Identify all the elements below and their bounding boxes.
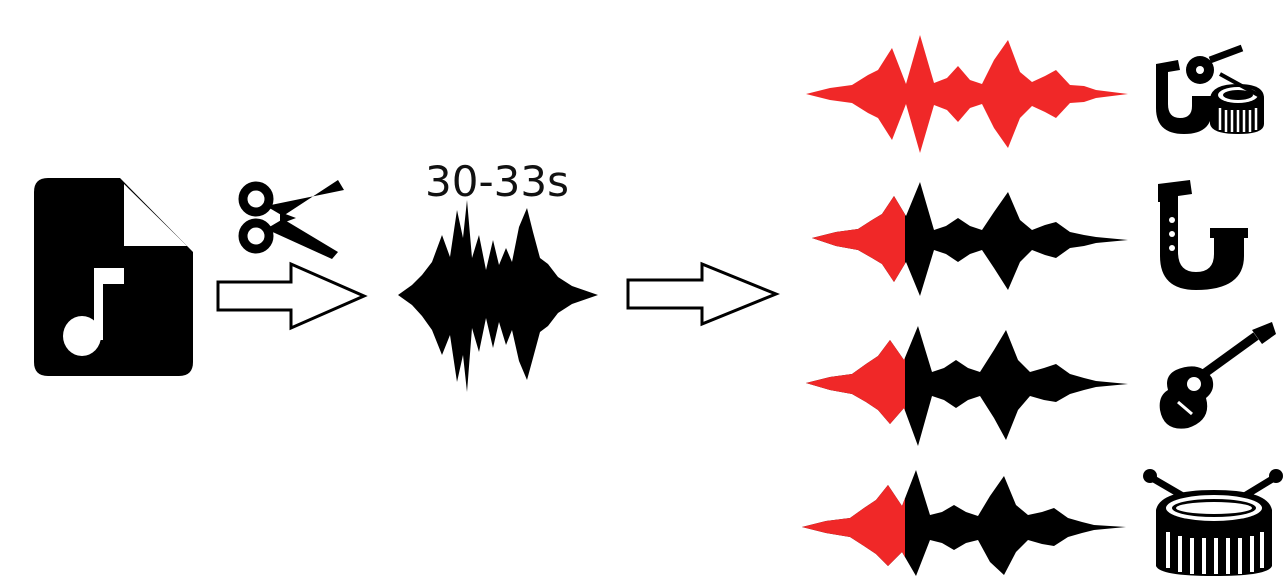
- audio-file-icon: [34, 178, 193, 376]
- saxophone-icon: [1158, 180, 1248, 290]
- drum-icon: [1143, 469, 1283, 576]
- scissors-icon: [238, 180, 344, 259]
- track-guitar-waveform: [806, 326, 1128, 446]
- arrow-2-icon: [626, 261, 780, 327]
- arrow-1-icon: [216, 261, 368, 331]
- track-saxophone-waveform: [812, 182, 1128, 296]
- guitar-icon: [1159, 322, 1276, 429]
- track-drum-waveform: [802, 470, 1126, 576]
- clip-waveform-icon: [398, 200, 598, 392]
- track-mixture-waveform: [806, 35, 1128, 153]
- clip-time-label: 30-33s: [425, 157, 569, 206]
- saxophone-guitar-drum-icon: [1156, 44, 1264, 134]
